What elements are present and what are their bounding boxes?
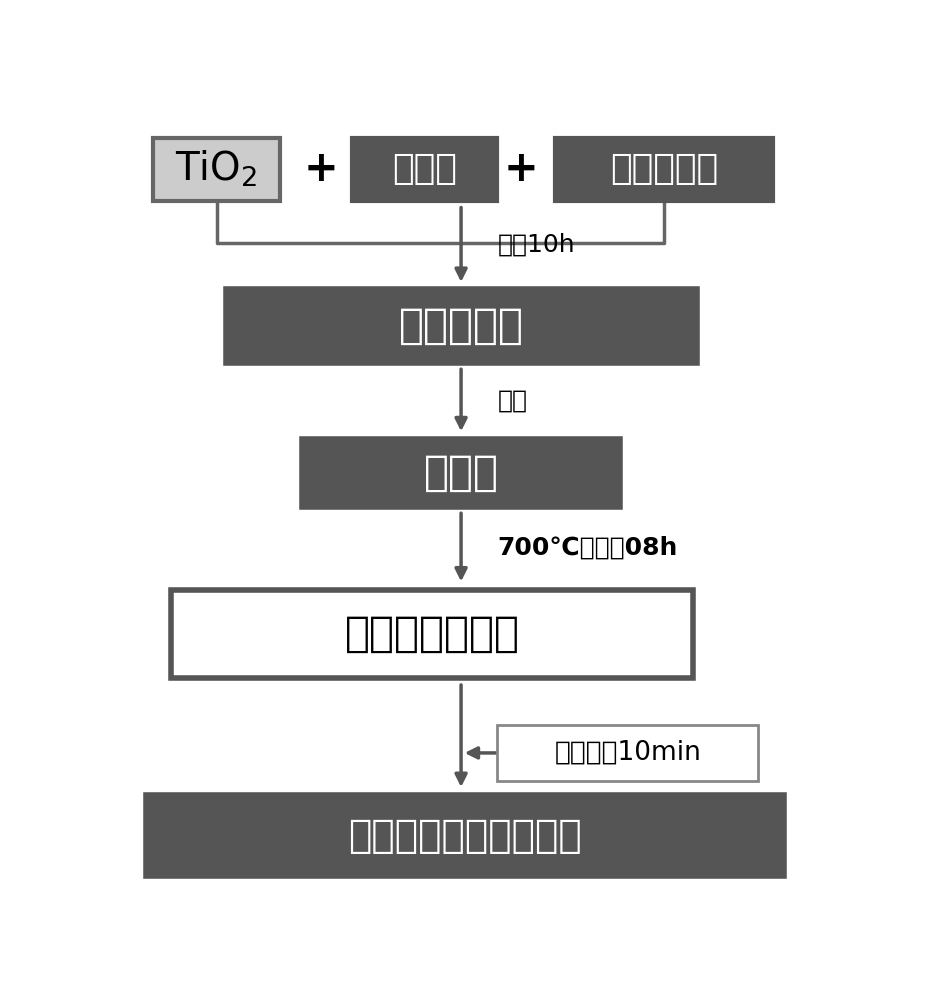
Text: 烘干: 烘干 bbox=[497, 388, 527, 412]
Text: $\mathrm{TiO_2}$: $\mathrm{TiO_2}$ bbox=[176, 149, 258, 189]
FancyBboxPatch shape bbox=[302, 439, 621, 507]
FancyBboxPatch shape bbox=[555, 138, 772, 201]
Text: +: + bbox=[504, 148, 539, 190]
Text: 前驱体浆液: 前驱体浆液 bbox=[398, 305, 524, 347]
Text: 五氧化二鰽: 五氧化二鰽 bbox=[610, 152, 718, 186]
Text: 前驱体: 前驱体 bbox=[424, 452, 498, 494]
FancyBboxPatch shape bbox=[352, 138, 497, 201]
Text: 碳包覆鰽渗杂的鬯酸锂: 碳包覆鰽渗杂的鬯酸锂 bbox=[348, 817, 582, 855]
Text: 醋酸锂: 醋酸锂 bbox=[393, 152, 457, 186]
FancyBboxPatch shape bbox=[146, 795, 784, 876]
Text: 700℃热处琖08h: 700℃热处琖08h bbox=[497, 535, 678, 559]
FancyBboxPatch shape bbox=[171, 590, 693, 678]
Text: 甲烷处理10min: 甲烷处理10min bbox=[554, 740, 701, 766]
Text: 球磨10h: 球磨10h bbox=[497, 233, 575, 257]
Text: +: + bbox=[304, 148, 338, 190]
FancyBboxPatch shape bbox=[153, 138, 280, 201]
Text: 鰽渗杂的鬯酸锂: 鰽渗杂的鬯酸锂 bbox=[345, 613, 520, 655]
FancyBboxPatch shape bbox=[497, 725, 758, 781]
FancyBboxPatch shape bbox=[225, 289, 697, 363]
